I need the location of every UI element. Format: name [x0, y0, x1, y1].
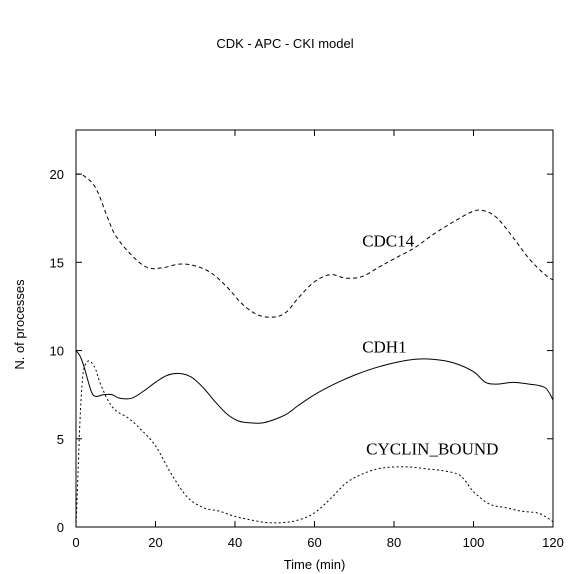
x-tick-label: 120	[542, 535, 564, 550]
x-tick-label: 40	[228, 535, 242, 550]
y-axis: 0 5 10 15 20	[50, 167, 553, 535]
plot-frame	[75, 129, 554, 528]
series-layer	[75, 173, 554, 528]
x-axis-label: Time (min)	[284, 557, 346, 572]
y-axis-label: N. of processes	[12, 279, 27, 370]
x-tick-label: 0	[72, 535, 79, 550]
x-axis: 0 20 40 60 80 100 120	[72, 130, 564, 550]
x-tick-label: 100	[463, 535, 485, 550]
series-line-cdh1	[75, 350, 554, 424]
x-tick-label: 20	[148, 535, 162, 550]
chart-title: CDK - APC - CKI model	[216, 36, 353, 51]
y-tick-label: 15	[50, 255, 64, 270]
series-label-cyclin-bound: CYCLIN_BOUND	[366, 440, 498, 459]
x-tick-label: 60	[307, 535, 321, 550]
x-tick-label: 80	[387, 535, 401, 550]
plot-area	[75, 129, 554, 528]
y-tick-label: 20	[50, 167, 64, 182]
series-line-cdc14	[75, 173, 554, 318]
series-label-cdh1: CDH1	[362, 337, 406, 356]
y-tick-label: 10	[50, 344, 64, 359]
y-tick-label: 5	[57, 432, 64, 447]
series-line-cyclin-bound	[75, 360, 554, 528]
annotation-layer: CDC14 CDH1 CYCLIN_BOUND	[362, 231, 498, 458]
series-label-cdc14: CDC14	[362, 231, 414, 250]
y-tick-label: 0	[57, 520, 64, 535]
